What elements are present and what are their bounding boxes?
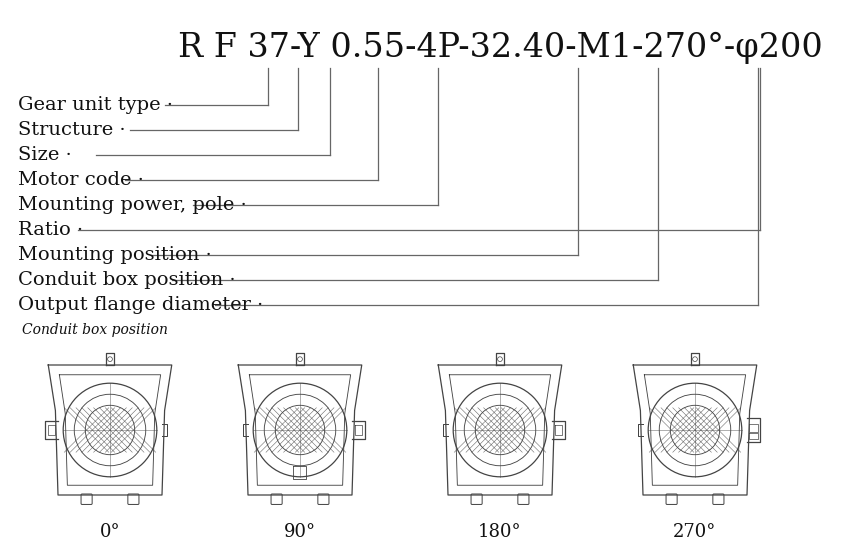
FancyBboxPatch shape	[270, 494, 282, 505]
Text: R F 37-Y 0.55-4P-32.40-M1-270°-φ200: R F 37-Y 0.55-4P-32.40-M1-270°-φ200	[177, 32, 821, 64]
FancyBboxPatch shape	[81, 494, 92, 505]
Text: 180°: 180°	[478, 523, 521, 541]
FancyBboxPatch shape	[127, 494, 139, 505]
Text: Structure ·: Structure ·	[18, 121, 126, 139]
Text: 90°: 90°	[283, 523, 316, 541]
Text: Ratio ·: Ratio ·	[18, 221, 83, 239]
FancyBboxPatch shape	[517, 494, 529, 505]
Text: Output flange diameter ·: Output flange diameter ·	[18, 296, 263, 314]
Text: Mounting position ·: Mounting position ·	[18, 246, 212, 264]
Text: Size ·: Size ·	[18, 146, 71, 164]
Text: 0°: 0°	[100, 523, 121, 541]
Text: Conduit box position: Conduit box position	[22, 323, 168, 337]
Text: 270°: 270°	[672, 523, 715, 541]
Text: Gear unit type ·: Gear unit type ·	[18, 96, 173, 114]
Text: Mounting power, pole ·: Mounting power, pole ·	[18, 196, 246, 214]
FancyBboxPatch shape	[318, 494, 329, 505]
FancyBboxPatch shape	[470, 494, 481, 505]
FancyBboxPatch shape	[666, 494, 677, 505]
Text: Conduit box position ·: Conduit box position ·	[18, 271, 235, 289]
Text: Motor code ·: Motor code ·	[18, 171, 144, 189]
FancyBboxPatch shape	[712, 494, 723, 505]
